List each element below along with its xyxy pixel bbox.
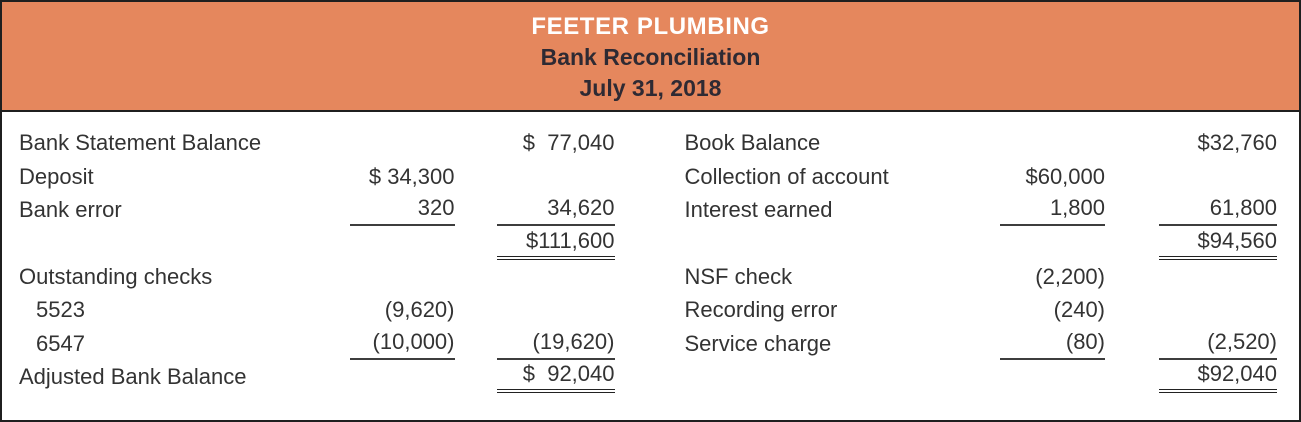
row-label: Book Balance (684, 130, 821, 156)
adjustment-amount: 1,800 (1000, 195, 1105, 227)
balance-amount (1159, 323, 1277, 326)
row-label (685, 390, 947, 393)
subtotal-amount: $111,600 (496, 228, 615, 260)
balance-amount (1159, 190, 1277, 193)
balance-amount (497, 290, 615, 293)
total-amount: $ 92,040 (496, 361, 615, 394)
row-label: Bank Statement Balance (19, 130, 262, 156)
row-label: 5523 (36, 297, 85, 323)
row-label: 6547 (36, 330, 85, 356)
row-label: Service charge (684, 330, 832, 356)
row-label: Interest earned (684, 197, 833, 223)
row-label: Adjusted Bank Balance (19, 364, 247, 390)
collection-of-account-row: Collection of account $60,000 (685, 159, 1278, 192)
balance-amount (497, 190, 615, 193)
adjustment-amount: (10,000) (349, 329, 455, 360)
subtotal-amount: 34,620 (496, 195, 615, 227)
balance-amount (1159, 290, 1277, 293)
adjustment-amount: $60,000 (1025, 163, 1105, 189)
spacer-cell (1000, 390, 1105, 393)
subtotal-amount: (2,520) (1159, 329, 1277, 360)
spacer-cell (350, 257, 455, 260)
row-label: Bank error (19, 197, 122, 223)
balance-amount (497, 323, 615, 326)
row-label: Deposit (19, 163, 94, 189)
adjustment-amount: $ 34,300 (368, 163, 455, 189)
row-label (19, 257, 308, 260)
statement-date: July 31, 2018 (579, 74, 722, 101)
subtotal-amount: $94,560 (1159, 228, 1277, 260)
subtotal-amount: (19,620) (496, 329, 615, 360)
row-label (685, 257, 947, 260)
statement-title: Bank Reconciliation (540, 43, 761, 70)
adjustment-amount (350, 156, 455, 159)
row-label: Outstanding checks (19, 263, 213, 289)
adjustment-amount: (80) (1000, 329, 1105, 360)
company-name: FEETER PLUMBING (531, 12, 770, 40)
balance-amount: $ 77,040 (522, 130, 615, 156)
adjusted-book-balance-row: $92,040 (685, 360, 1277, 394)
row-label: NSF check (684, 263, 793, 289)
bank-side-section: Bank Statement Balance $ 77,040 Deposit … (2, 126, 651, 394)
row-label: Recording error (684, 297, 838, 323)
spacer-cell (1000, 257, 1105, 260)
adjustment-amount: (240) (1053, 297, 1105, 323)
bank-subtotal-row: $111,600 (19, 226, 615, 260)
recording-error-row: Recording error (240) (685, 293, 1278, 326)
adjustment-amount: 320 (349, 195, 455, 227)
title-banner: FEETER PLUMBING Bank Reconciliation July… (2, 2, 1299, 112)
balance-amount: $32,760 (1197, 130, 1277, 156)
check-6547-row: 6547 (10,000) (19,620) (19, 326, 615, 360)
adjustment-amount (1000, 156, 1105, 159)
nsf-check-row: NSF check (2,200) (685, 260, 1278, 293)
interest-earned-row: Interest earned 1,800 61,800 (684, 193, 1277, 227)
book-balance-row: Book Balance $32,760 (685, 126, 1278, 159)
adjustment-amount: (2,200) (1035, 263, 1105, 289)
reconciliation-table: Bank Statement Balance $ 77,040 Deposit … (2, 112, 1300, 394)
row-label: Collection of account (684, 163, 889, 189)
subtotal-amount: 61,800 (1159, 195, 1277, 227)
service-charge-row: Service charge (80) (2,520) (684, 326, 1277, 360)
check-5523-row: 5523 (9,620) (19, 293, 615, 326)
book-side-section: Book Balance $32,760 Collection of accou… (651, 126, 1300, 394)
outstanding-checks-row: Outstanding checks (19, 260, 615, 293)
total-amount: $92,040 (1159, 361, 1277, 394)
bank-statement-balance-row: Bank Statement Balance $ 77,040 (19, 126, 615, 159)
spacer-cell (350, 390, 455, 393)
adjustment-amount: (9,620) (384, 297, 455, 323)
book-subtotal-row: $94,560 (685, 226, 1277, 260)
bank-error-row: Bank error 320 34,620 (19, 193, 615, 227)
deposit-row: Deposit $ 34,300 (19, 159, 615, 192)
adjusted-bank-balance-row: Adjusted Bank Balance $ 92,040 (19, 360, 615, 394)
adjustment-amount (350, 290, 455, 293)
